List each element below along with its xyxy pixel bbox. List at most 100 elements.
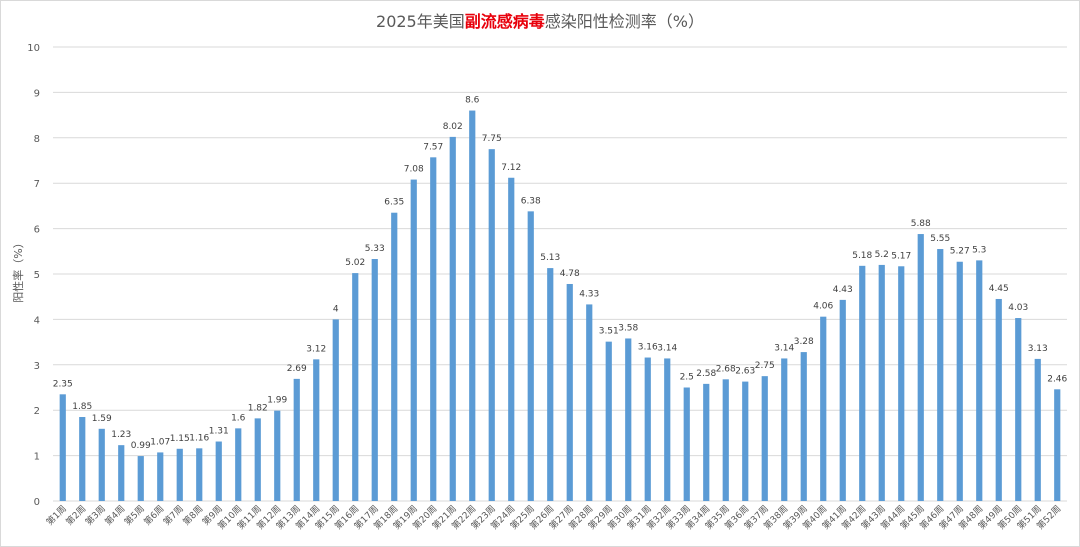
data-label: 4 [333,304,339,314]
bar [527,211,534,501]
data-label: 5.88 [911,219,931,229]
bar [410,179,417,501]
data-label: 3.51 [599,327,619,337]
bar [761,376,768,501]
bar [79,417,86,501]
data-label: 1.6 [231,413,246,423]
bar [995,298,1002,501]
chart-title: 2025年美国副流感病毒感染阳性检测率（%） [0,8,1080,32]
bar [430,157,437,501]
bar [469,110,476,501]
data-label: 2.35 [53,379,73,389]
bar [391,212,398,501]
y-tick-label: 10 [27,43,40,54]
y-tick-label: 3 [34,361,40,372]
data-label: 5.13 [540,253,560,263]
bar [1034,358,1041,501]
bar [664,358,671,501]
bar [313,359,320,501]
data-label: 5.33 [365,244,385,254]
data-label: 3.14 [774,343,794,353]
bar [488,149,495,501]
bar [644,357,651,501]
data-label: 5.2 [875,250,889,260]
bar [118,445,125,501]
data-label: 4.78 [560,269,580,279]
x-tick-label: 第6周 [141,503,166,528]
x-tick-label: 第1周 [44,503,69,528]
data-label: 7.57 [423,142,443,152]
data-label: 7.75 [482,134,502,144]
data-label: 3.14 [657,343,677,353]
bar [215,441,222,501]
data-label: 4.45 [989,284,1009,294]
data-label: 4.03 [1008,303,1028,313]
data-label: 6.35 [384,198,404,208]
data-label: 4.43 [833,285,853,295]
bar [332,319,339,501]
data-label: 5.02 [345,258,365,268]
bar [137,456,144,501]
y-tick-label: 7 [34,179,40,190]
data-label: 1.31 [209,427,229,437]
bar [742,381,749,501]
data-label: 1.59 [92,414,112,424]
data-label: 8.02 [443,122,463,132]
data-label: 5.18 [852,251,872,261]
data-label: 3.12 [306,344,326,354]
bar [1054,389,1061,501]
bar [371,259,378,501]
data-label: 1.23 [111,430,131,440]
x-tick-label: 第2周 [63,503,88,528]
y-tick-label: 5 [34,270,40,281]
data-label: 8.6 [465,96,480,106]
bar [566,283,573,501]
data-label: 5.27 [950,247,970,257]
x-tick-label: 第3周 [83,503,108,528]
data-label: 6.38 [521,196,541,206]
bar [683,387,690,501]
bar [605,341,612,501]
bar [956,261,963,501]
data-label: 2.75 [755,361,775,371]
bar [235,428,242,501]
bar [722,379,729,501]
y-tick-label: 0 [34,497,40,508]
data-label: 4.06 [813,302,833,312]
data-label: 2.5 [680,373,694,383]
bar [820,316,827,501]
bar [800,352,807,501]
data-label: 3.28 [794,337,814,347]
bar [176,448,183,501]
bar [625,338,632,501]
bar [859,265,866,501]
bar [352,273,359,501]
bar [937,249,944,501]
data-label: 2.58 [696,369,716,379]
y-tick-label: 8 [34,134,40,145]
bar [839,299,846,501]
chart-title-part1: 2025年美国 [376,12,465,31]
x-tick-label: 第7周 [161,503,186,528]
chart-title-highlight: 副流感病毒 [464,12,545,31]
bar [508,177,515,501]
bar [878,264,885,501]
data-label: 3.13 [1028,344,1048,354]
bar [781,358,788,501]
data-label: 1.82 [248,403,268,413]
bar [449,136,456,501]
bar [59,394,66,501]
data-label: 2.68 [716,364,736,374]
y-tick-label: 4 [34,315,40,326]
bar [703,383,710,501]
y-tick-label: 9 [34,88,40,99]
data-label: 1.99 [267,396,287,406]
data-label: 5.17 [891,251,911,261]
x-tick-label: 第4周 [102,503,127,528]
data-label: 5.55 [930,234,950,244]
bar [586,304,593,501]
y-tick-label: 2 [34,406,40,417]
data-label: 7.08 [404,165,424,175]
y-tick-label: 1 [34,452,40,463]
